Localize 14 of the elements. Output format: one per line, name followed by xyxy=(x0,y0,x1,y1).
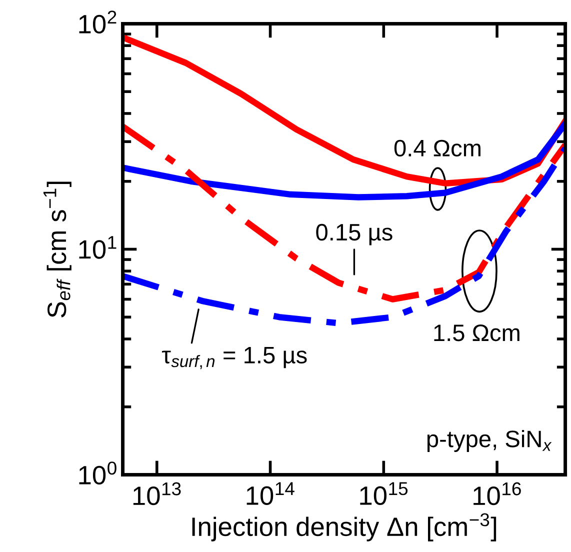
annotation: 1.5 Ωcm xyxy=(434,324,520,342)
y-tick-label: 10$^{2}$ xyxy=(79,10,116,34)
y-axis-title: S$_{eff}$ [cm s$^{−1}$] xyxy=(43,182,72,318)
annotation: p-type, SiN$_{x}$ xyxy=(427,430,552,452)
x-tick-label: 10$^{13}$ xyxy=(133,482,181,506)
annotation: 0.15 µs xyxy=(316,224,392,246)
x-tick-label: 10$^{15}$ xyxy=(360,482,408,505)
x-axis-title: Injection density Δn [cm$^{−3}$] xyxy=(192,513,496,542)
x-tick-label: 10$^{16}$ xyxy=(474,482,521,506)
annotation: τ$_{surf,n}$ = 1.5 µs xyxy=(162,347,307,370)
annotation: 0.4 Ωcm xyxy=(394,140,480,157)
x-tick-label: 10$^{14}$ xyxy=(246,482,294,505)
y-tick-label: 10$^{0}$ xyxy=(79,462,116,485)
y-tick-label: 10$^{1}$ xyxy=(79,236,116,259)
